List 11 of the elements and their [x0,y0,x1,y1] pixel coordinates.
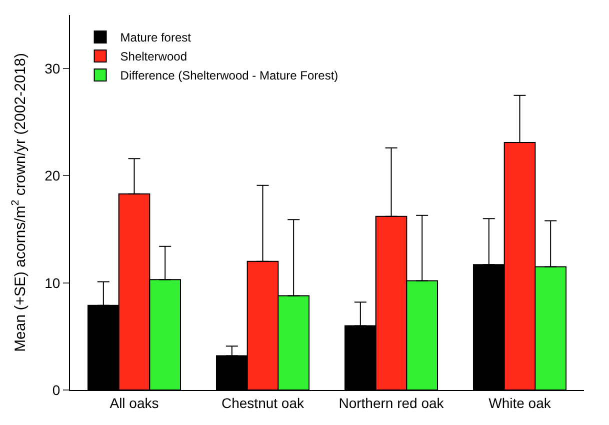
y-tick-label: 10 [44,274,60,291]
x-tick-label: Chestnut oak [222,394,305,411]
x-tick-label: White oak [488,394,552,411]
y-tick-label: 20 [44,168,60,184]
y-tick-label: 30 [44,60,60,76]
x-tick-label: Northern red oak [338,394,445,411]
x-tick-label: All oaks [110,394,159,411]
legend-label: Mature forest [120,30,192,45]
legend-label: Difference (Shelterwood - Mature Forest) [120,68,338,83]
y-tick-label: 0 [52,382,60,398]
legend-label: Shelterwood [120,50,187,64]
